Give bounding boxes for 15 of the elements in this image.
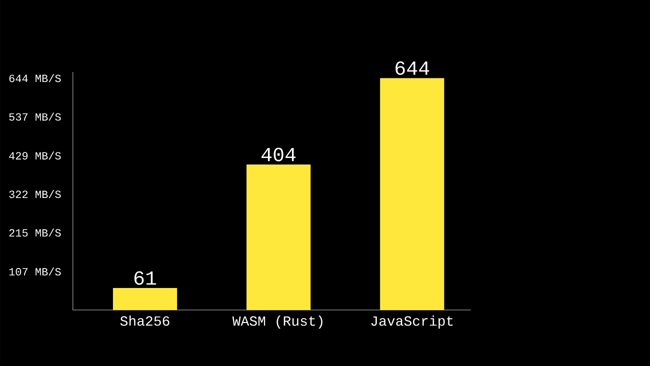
bar (246, 164, 311, 310)
data-label: 404 (262, 148, 296, 162)
data-label: 644 (396, 61, 430, 75)
y-tick-label: 107 MB/S (9, 267, 61, 276)
x-tick-label: Sha256 (120, 316, 170, 326)
data-label: 61 (134, 271, 156, 285)
bar (112, 288, 178, 310)
y-tick-label: 322 MB/S (9, 190, 61, 198)
y-tick-label: 215 MB/S (9, 228, 61, 237)
x-tick-label: WASM (Rust) (232, 316, 322, 329)
x-tick-label: JavaScript (371, 316, 453, 329)
y-tick-label: 537 MB/S (9, 112, 61, 121)
y-tick-label: 644 MB/S (9, 74, 61, 82)
bar (380, 78, 444, 310)
y-tick-label: 429 MB/S (9, 151, 61, 160)
